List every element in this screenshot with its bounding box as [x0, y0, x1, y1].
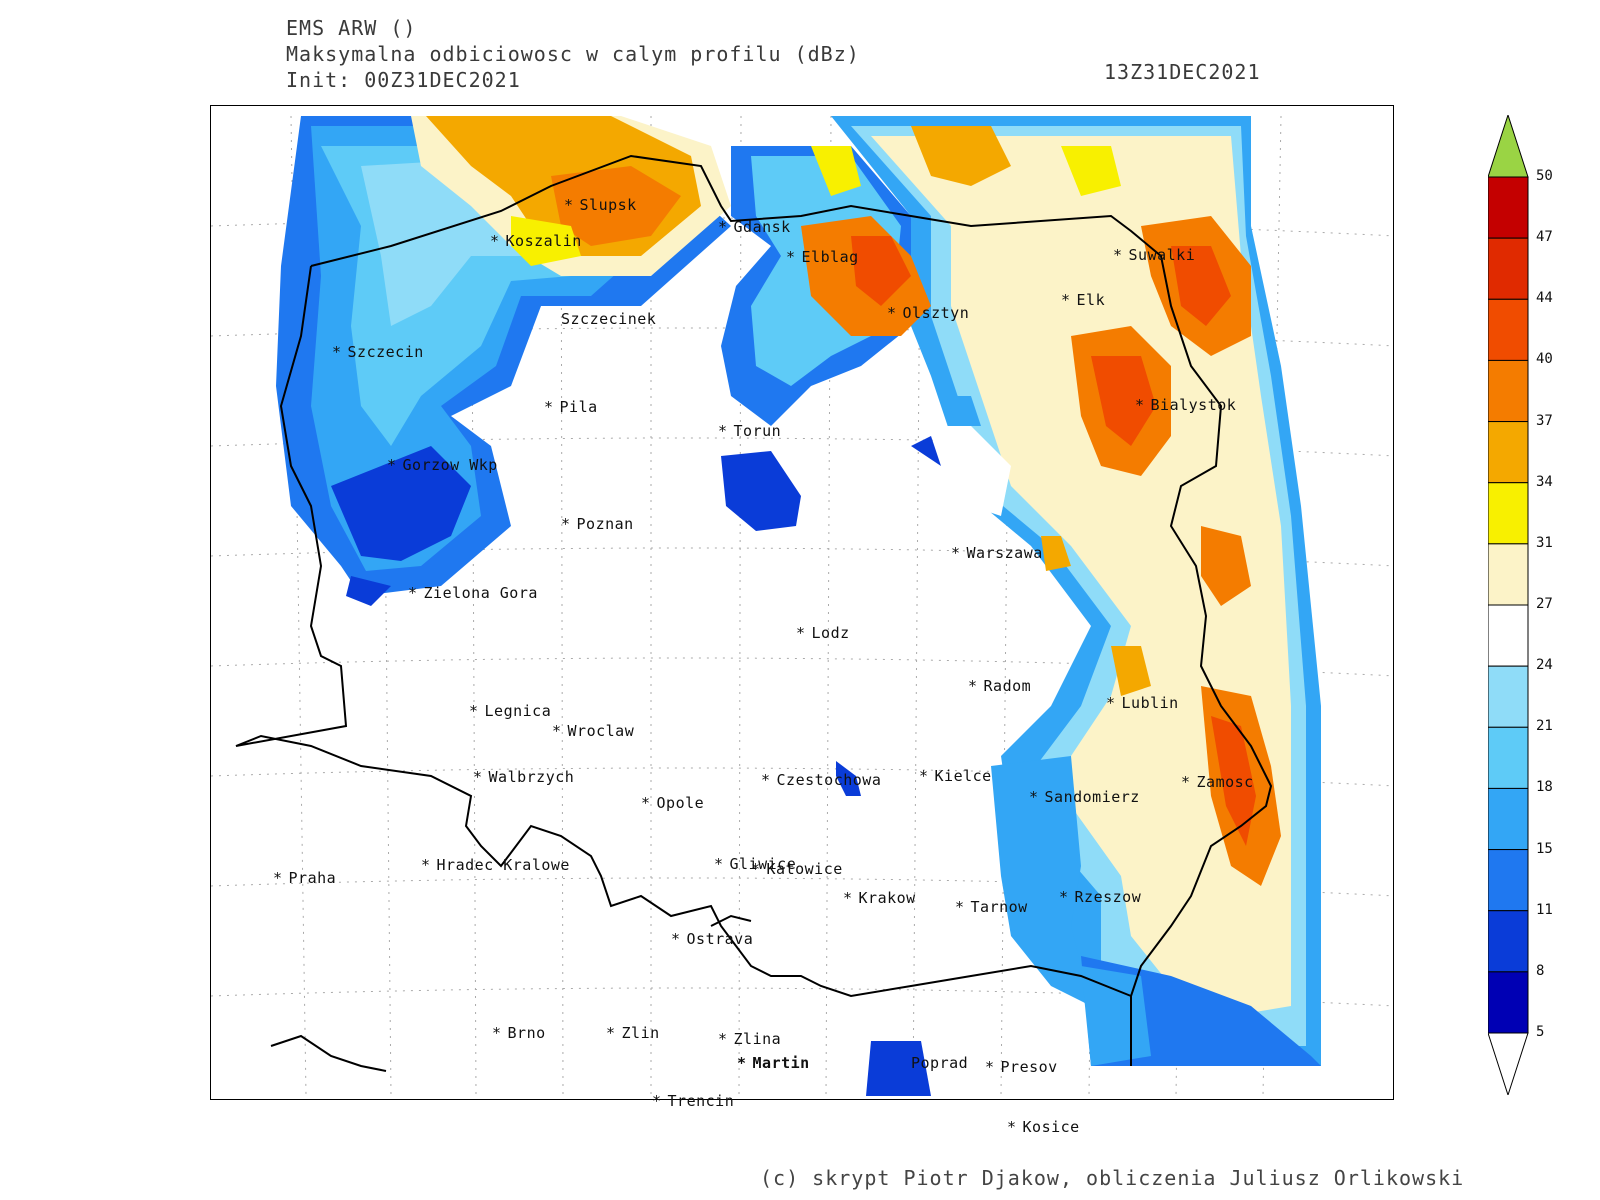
- color-scale-legend: 5 8 11 15 18 21 24 27 31 34 37 40 44 47 50: [1488, 115, 1588, 1095]
- legend-label: 24: [1536, 657, 1553, 674]
- country-borders: [235, 154, 1273, 1072]
- legend-band: [1488, 604, 1529, 667]
- legend-label: 8: [1536, 962, 1545, 979]
- city-label: Szczecinek: [561, 310, 657, 328]
- legend-band: [1488, 971, 1529, 1034]
- city-label: * Wroclaw: [552, 722, 635, 740]
- city-label: * Katowice: [751, 860, 843, 878]
- legend-band: [1488, 298, 1529, 361]
- reflectivity-map: * Slupsk * Koszalin * Gdansk * Elblag * Suwal…: [210, 105, 1394, 1100]
- legend-label: 27: [1536, 596, 1553, 612]
- legend-top-arrow: [1488, 115, 1529, 178]
- city-label: * Elblag: [786, 248, 859, 266]
- city-label: * Poznan: [561, 515, 634, 533]
- city-label: * Tarnow: [955, 898, 1028, 916]
- legend-band: [1488, 543, 1529, 606]
- model-title: EMS ARW (): [286, 16, 417, 40]
- legend-band: [1488, 665, 1529, 728]
- legend-band: [1488, 176, 1529, 239]
- legend-label: 21: [1536, 718, 1553, 735]
- city-label: * Ostrava: [671, 930, 754, 948]
- city-label: * Olsztyn: [887, 304, 970, 322]
- legend-band: [1488, 910, 1529, 973]
- city-label: * Praha: [273, 869, 337, 887]
- city-label: * Brno: [492, 1024, 546, 1042]
- city-label: * Zielona Gora: [408, 584, 538, 602]
- city-label: * Gliwice: [714, 855, 797, 873]
- legend-band: [1488, 482, 1529, 545]
- city-label: * Pila: [544, 398, 598, 416]
- legend-label: 5: [1536, 1024, 1545, 1040]
- legend-label: 18: [1536, 779, 1553, 796]
- legend-band: [1488, 849, 1529, 912]
- city-label: * Torun: [718, 422, 782, 440]
- legend-label: 37: [1536, 412, 1553, 429]
- legend-band: [1488, 237, 1529, 300]
- city-label: * Trencin: [652, 1092, 735, 1110]
- city-label: * Hradec Kralowe: [421, 856, 570, 874]
- city-label: * Bialystok: [1135, 396, 1237, 414]
- city-label: * Zamosc: [1181, 773, 1254, 791]
- city-label: * Radom: [968, 677, 1032, 695]
- city-label: * Czestochowa: [761, 771, 882, 789]
- init-time: Init: 00Z31DEC2021: [286, 68, 521, 92]
- city-label: * Lublin: [1106, 694, 1179, 712]
- legend-band: [1488, 726, 1529, 789]
- reflectivity-field: [211, 115, 1393, 1097]
- city-label: * Opole: [641, 794, 705, 812]
- legend-label: 15: [1536, 840, 1553, 857]
- city-label: * Kosice: [1007, 1118, 1080, 1136]
- city-label: * Krakow: [843, 889, 916, 907]
- legend-label: 40: [1536, 351, 1553, 368]
- city-label: * Sandomierz: [1029, 788, 1140, 806]
- city-label: * Martin: [737, 1054, 810, 1072]
- city-label: * Koszalin: [490, 232, 582, 250]
- credits-footer: (c) skrypt Piotr Djakow, obliczenia Juli…: [760, 1166, 1465, 1190]
- color-scale-bar: [1488, 115, 1529, 1095]
- legend-label: 50: [1536, 168, 1553, 184]
- city-label: * Rzeszow: [1059, 888, 1142, 906]
- valid-time: 13Z31DEC2021: [1104, 60, 1261, 84]
- legend-label: 34: [1536, 473, 1553, 490]
- legend-label: 31: [1536, 534, 1553, 551]
- city-label: * Walbrzych: [473, 768, 575, 786]
- legend-band: [1488, 359, 1529, 423]
- city-label: * Lodz: [796, 624, 850, 642]
- city-label: * Zlina: [718, 1030, 782, 1048]
- legend-band: [1488, 421, 1529, 484]
- legend-label: 47: [1536, 229, 1553, 246]
- city-label: * Legnica: [469, 702, 552, 720]
- city-label: * Slupsk: [564, 196, 637, 214]
- city-label: * Kielce: [919, 767, 992, 785]
- city-label: * Warszawa: [951, 544, 1043, 562]
- legend-band: [1488, 787, 1529, 851]
- city-label: * Elk: [1061, 291, 1106, 309]
- city-label: * Presov: [985, 1058, 1058, 1076]
- city-label: * Zlin: [606, 1024, 660, 1042]
- field-title: Maksymalna odbiciowosc w calym profilu (…: [286, 42, 860, 66]
- city-label: * Suwalki: [1113, 246, 1196, 264]
- city-label: Poprad: [911, 1054, 969, 1072]
- city-label: * Szczecin: [332, 343, 424, 361]
- legend-label: 44: [1536, 290, 1553, 307]
- legend-label: 11: [1536, 901, 1553, 918]
- city-label: * Gdansk: [718, 218, 791, 236]
- legend-bottom-arrow: [1488, 1032, 1529, 1095]
- city-label: * Gorzow Wkp: [387, 456, 498, 474]
